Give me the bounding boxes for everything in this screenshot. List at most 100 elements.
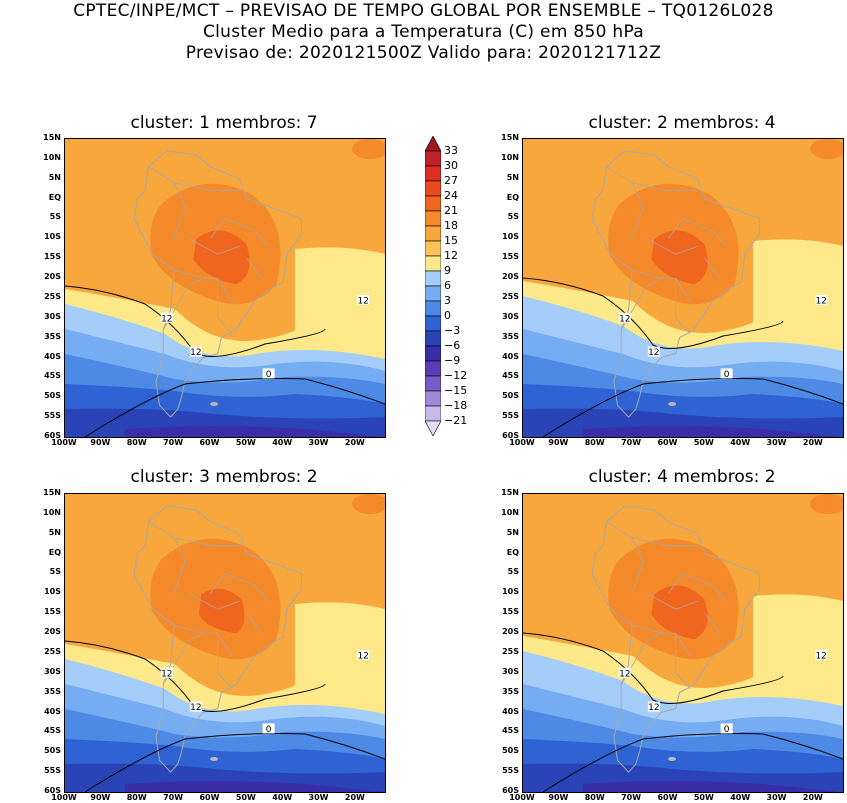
colorbar-segment — [424, 150, 442, 167]
lat-tick-label: 30S — [44, 666, 61, 676]
lon-tick-label: 70W — [163, 438, 184, 447]
contour-label: 12 — [357, 294, 370, 306]
lat-tick-label: 5S — [507, 212, 519, 222]
lat-tick-label: 20S — [502, 627, 519, 637]
contour-label: 12 — [189, 701, 202, 713]
colorbar-tick-label: 27 — [444, 174, 458, 187]
colorbar-tick-label: 18 — [444, 219, 458, 232]
lat-tick-label: 15N — [501, 133, 519, 142]
colorbar-tick-label: 33 — [444, 144, 458, 157]
lat-tick-label: 20S — [502, 272, 519, 282]
svg-text:0: 0 — [724, 725, 730, 735]
lon-tick-label: 20W — [344, 438, 365, 447]
lon-tick-label: 70W — [163, 793, 184, 802]
map-panel: 12 12 12 0 — [64, 138, 386, 438]
colorbar-segment — [424, 330, 442, 347]
lat-tick-label: 15N — [501, 488, 519, 497]
svg-text:12: 12 — [357, 296, 368, 306]
lon-tick-label: 40W — [272, 438, 293, 447]
contour-label: 0 — [262, 723, 275, 735]
lat-tick-label: 25S — [502, 646, 519, 656]
lat-tick-label: 60S — [502, 786, 519, 795]
lon-tick-label: 60W — [657, 438, 678, 447]
contour-label: 12 — [815, 294, 828, 306]
lon-tick-label: 90W — [90, 793, 111, 802]
lon-tick-label: 30W — [308, 793, 329, 802]
colorbar-segment — [424, 315, 442, 332]
lon-tick-label: 50W — [693, 438, 714, 447]
colorbar-segment — [424, 375, 442, 392]
svg-text:12: 12 — [161, 669, 172, 679]
lat-tick-label: 15S — [502, 252, 519, 262]
svg-text:12: 12 — [619, 669, 630, 679]
lat-tick-label: 10S — [502, 232, 519, 242]
lat-tick-label: 60S — [502, 431, 519, 440]
lat-tick-label: 55S — [502, 766, 519, 776]
lon-tick-label: 80W — [126, 793, 147, 802]
lat-tick-label: 40S — [502, 706, 519, 716]
colorbar-segment — [424, 165, 442, 182]
lat-tick-label: 10N — [43, 152, 61, 162]
lon-tick-label: 100W — [509, 793, 535, 802]
map-panel: 12 12 12 0 — [64, 493, 386, 793]
lat-tick-label: 10N — [501, 152, 519, 162]
svg-text:12: 12 — [161, 314, 172, 324]
lat-tick-label: 60S — [44, 786, 61, 795]
lat-tick-label: 50S — [44, 746, 61, 756]
svg-text:12: 12 — [648, 703, 659, 713]
lat-tick-label: 10S — [44, 587, 61, 597]
colorbar-tick-label: 30 — [444, 159, 458, 172]
contour-label: 12 — [160, 312, 173, 324]
lon-tick-label: 60W — [199, 793, 220, 802]
colorbar-tick-label: −18 — [444, 399, 468, 412]
contour-label: 0 — [262, 368, 275, 380]
lon-tick-label: 40W — [730, 438, 751, 447]
lon-tick-label: 70W — [621, 438, 642, 447]
colorbar-tick-label: −12 — [444, 369, 468, 382]
lat-tick-label: 10N — [43, 507, 61, 517]
temperature-field: 12 12 12 0 — [523, 139, 843, 437]
colorbar-segment — [424, 420, 442, 437]
lon-tick-label: 40W — [730, 793, 751, 802]
lat-tick-label: 5N — [506, 527, 519, 537]
lat-tick-label: 10S — [502, 587, 519, 597]
lat-tick-label: 30S — [502, 311, 519, 321]
map-panel: 12 12 12 0 — [522, 138, 844, 438]
lon-tick-label: 30W — [308, 438, 329, 447]
lon-tick-label: 90W — [548, 438, 569, 447]
colorbar-segment — [424, 270, 442, 287]
contour-label: 12 — [647, 701, 660, 713]
contour-label: 12 — [618, 312, 631, 324]
lat-tick-label: EQ — [506, 547, 519, 557]
colorbar-tick-label: −21 — [444, 414, 468, 427]
map-panel: 12 12 12 0 — [522, 493, 844, 793]
lat-tick-label: 55S — [44, 766, 61, 776]
temperature-field: 12 12 12 0 — [65, 494, 385, 792]
lon-tick-label: 60W — [657, 793, 678, 802]
lat-tick-label: 15N — [43, 488, 61, 497]
svg-text:0: 0 — [724, 370, 730, 380]
colorbar-tick-label: 3 — [444, 294, 451, 307]
lat-tick-label: 5S — [49, 567, 61, 577]
colorbar-tick-label: 0 — [444, 309, 451, 322]
lat-tick-label: 15S — [44, 252, 61, 262]
chart-subtitle: Cluster Medio para a Temperatura (C) em … — [202, 22, 645, 42]
panel-title: cluster: 2 membros: 4 — [588, 113, 776, 133]
lon-tick-label: 20W — [802, 438, 823, 447]
lat-tick-label: 40S — [44, 706, 61, 716]
contour-label: 12 — [357, 649, 370, 661]
lat-tick-label: 55S — [44, 411, 61, 421]
lat-tick-label: 35S — [44, 686, 61, 696]
lat-tick-label: 50S — [502, 746, 519, 756]
colorbar-tick-label: 15 — [444, 234, 458, 247]
lon-tick-label: 80W — [584, 438, 605, 447]
lat-tick-label: 30S — [502, 666, 519, 676]
lon-tick-label: 30W — [766, 793, 787, 802]
lat-tick-label: 15S — [44, 607, 61, 617]
lat-tick-label: 40S — [44, 351, 61, 361]
lat-tick-label: 25S — [44, 646, 61, 656]
lat-tick-label: 45S — [502, 371, 519, 381]
lat-tick-label: EQ — [506, 192, 519, 202]
lat-tick-label: 50S — [44, 391, 61, 401]
lat-tick-label: 35S — [502, 331, 519, 341]
